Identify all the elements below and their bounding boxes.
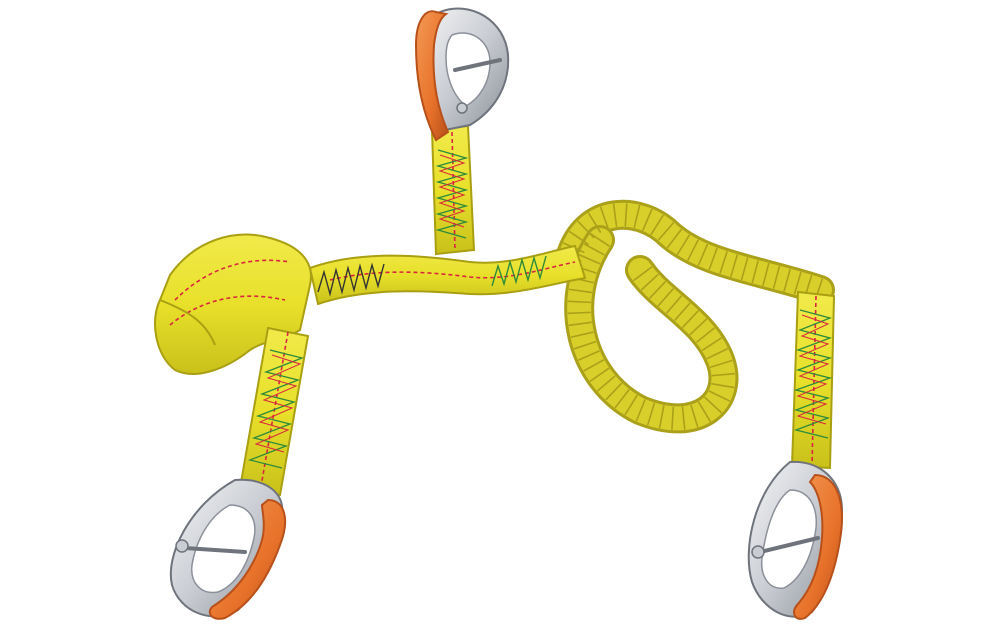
elastic-ruffle bbox=[589, 367, 610, 382]
orange-gate-right bbox=[793, 473, 843, 620]
elastic-ruffle bbox=[690, 404, 699, 428]
elastic-ruffle bbox=[567, 311, 592, 315]
elastic-ruffle bbox=[650, 214, 664, 235]
elastic-ruffle bbox=[633, 266, 653, 282]
elastic-ruffle bbox=[633, 204, 641, 228]
elastic-ruffle bbox=[657, 288, 674, 307]
top-webbing-strap bbox=[430, 124, 476, 256]
elastic-ruffle bbox=[624, 203, 628, 227]
elastic-ruffle bbox=[711, 372, 736, 377]
elastic-ruffle bbox=[697, 243, 709, 266]
elastic-ruffle bbox=[704, 396, 722, 414]
elastic-ruffle bbox=[647, 402, 656, 426]
elastic-ruffle bbox=[567, 300, 592, 304]
elastic-ruffle bbox=[762, 263, 770, 286]
elastic-ruffle bbox=[696, 327, 715, 343]
orange-gate-top bbox=[414, 10, 450, 142]
right-snap-hook bbox=[747, 460, 844, 620]
elastic-ruffle bbox=[730, 254, 738, 278]
elastic-ruffle bbox=[793, 271, 802, 295]
elastic-ruffle bbox=[687, 239, 699, 261]
elastic-ruffle bbox=[578, 350, 600, 361]
elastic-ruffle bbox=[676, 234, 690, 255]
top-snap-hook bbox=[414, 7, 510, 142]
elastic-ruffle bbox=[751, 260, 759, 284]
elastic-ruffle bbox=[614, 389, 630, 409]
elastic-ruffle bbox=[658, 222, 675, 241]
elastic-ruffles bbox=[558, 203, 824, 431]
elastic-ruffle bbox=[671, 406, 675, 431]
elastic-ruffle bbox=[708, 247, 718, 271]
left-snap-hook bbox=[169, 478, 287, 620]
elastic-ruffle bbox=[698, 401, 711, 423]
elastic-ruffle bbox=[666, 228, 682, 249]
elastic-ruffle bbox=[689, 318, 708, 336]
elastic-ruffle bbox=[599, 206, 609, 230]
elastic-ruffle bbox=[711, 383, 735, 389]
elastic-ruffle bbox=[719, 251, 728, 274]
elastic-ruffle bbox=[570, 331, 594, 338]
elastic-ruffle bbox=[658, 405, 665, 429]
elastic-ruffle bbox=[635, 399, 646, 422]
elastic-shock-cord bbox=[555, 199, 835, 434]
elastic-ruffle bbox=[640, 273, 659, 291]
elastic-ruffle bbox=[587, 212, 602, 233]
elastic-ruffle bbox=[568, 321, 592, 327]
elastic-ruffle bbox=[708, 390, 731, 402]
left-webbing-strap bbox=[238, 326, 310, 497]
elastic-ruffle bbox=[597, 375, 616, 392]
main-webbing-strap bbox=[308, 244, 587, 306]
elastic-ruffle bbox=[583, 359, 605, 372]
elastic-ruffle bbox=[706, 348, 728, 360]
elastic-ruffle bbox=[590, 233, 610, 247]
elastic-ruffle bbox=[568, 288, 593, 294]
orange-gate-left bbox=[208, 498, 287, 620]
elastic-ruffle bbox=[701, 337, 722, 351]
elastic-ruffle bbox=[709, 359, 733, 368]
elastic-ruffle bbox=[681, 406, 686, 430]
elastic-ruffle bbox=[642, 208, 653, 231]
strap-zigzag-stitch bbox=[317, 262, 385, 297]
elastic-ruffle bbox=[612, 203, 618, 227]
elastic-ruffle bbox=[578, 254, 601, 265]
right-webbing-strap bbox=[790, 290, 836, 470]
elastic-ruffle bbox=[666, 295, 683, 314]
elastic-ruffle bbox=[740, 257, 749, 281]
elastic-ruffle bbox=[573, 340, 597, 350]
elastic-ruffle bbox=[583, 243, 605, 256]
elastic-ruffle bbox=[605, 382, 623, 401]
elastic-ruffle bbox=[569, 231, 589, 246]
elastic-ruffle bbox=[682, 310, 699, 328]
elastic-ruffle bbox=[772, 265, 781, 289]
elastic-ruffle bbox=[649, 281, 666, 299]
elastic-ruffle bbox=[624, 394, 638, 416]
elastic-ruffle bbox=[674, 302, 691, 321]
elastic-ruffle bbox=[783, 268, 791, 292]
